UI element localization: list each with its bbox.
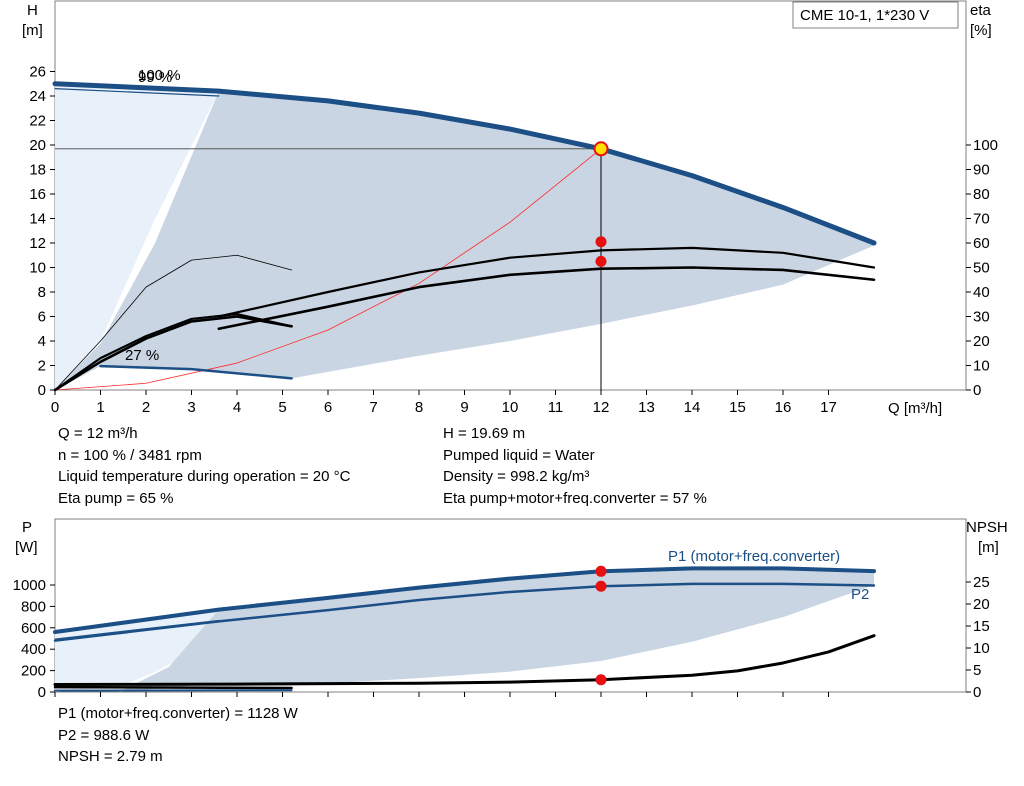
npsh-op-marker	[596, 674, 607, 685]
y-right-tick-label: 80	[973, 186, 990, 203]
x-tick-label: 7	[369, 399, 377, 416]
power-y-right-axis-unit: [m]	[978, 539, 999, 556]
p2-op-marker	[596, 581, 607, 592]
power-y-right-tick-label: 10	[973, 640, 990, 657]
op-flow-text: Q = 12 m³/h	[58, 423, 350, 445]
power-y-right-tick-label: 25	[973, 574, 990, 591]
y-right-tick-label: 20	[973, 333, 990, 350]
p2-series-label: P2	[851, 586, 869, 603]
y-right-tick-label: 10	[973, 358, 990, 375]
x-tick-label: 0	[51, 399, 59, 416]
power-y-left-tick-label: 600	[21, 620, 46, 637]
power-y-right-tick-label: 0	[973, 684, 981, 701]
y-left-tick-label: 18	[29, 162, 46, 179]
x-tick-label: 15	[729, 399, 746, 416]
y-left-tick-label: 4	[38, 333, 46, 350]
x-tick-label: 9	[460, 399, 468, 416]
op-p2-text: P2 = 988.6 W	[58, 725, 298, 747]
power-y-right-tick-label: 5	[973, 662, 981, 679]
eta-op-marker	[596, 256, 607, 267]
x-tick-label: 3	[187, 399, 195, 416]
p1-op-marker	[596, 566, 607, 577]
y-right-tick-label: 30	[973, 309, 990, 326]
y-left-tick-label: 16	[29, 186, 46, 203]
power-y-left-tick-label: 0	[38, 684, 46, 701]
x-tick-label: 16	[775, 399, 792, 416]
power-y-right-axis-label: NPSH	[966, 519, 1008, 536]
power-y-left-tick-label: 800	[21, 598, 46, 615]
power-y-right-tick-label: 15	[973, 618, 990, 635]
op-p1-text: P1 (motor+freq.converter) = 1128 W	[58, 703, 298, 725]
eta-op-marker	[596, 236, 607, 247]
y-left-tick-label: 22	[29, 113, 46, 130]
y-left-tick-label: 6	[38, 309, 46, 326]
x-tick-label: 10	[502, 399, 519, 416]
op-liquid-text: Pumped liquid = Water	[443, 445, 707, 467]
x-tick-label: 12	[593, 399, 610, 416]
op-npsh-text: NPSH = 2.79 m	[58, 746, 298, 768]
curve-label-27: 27 %	[125, 347, 159, 364]
y-right-tick-label: 90	[973, 162, 990, 179]
x-tick-label: 5	[278, 399, 286, 416]
chart-title: CME 10-1, 1*230 V	[800, 7, 929, 24]
y-left-tick-label: 26	[29, 64, 46, 81]
y-right-tick-label: 0	[973, 382, 981, 399]
y-left-axis-label: H	[27, 2, 38, 19]
power-y-left-axis-unit: [W]	[15, 539, 38, 556]
y-right-tick-label: 40	[973, 284, 990, 301]
op-info-right: H = 19.69 m Pumped liquid = Water Densit…	[443, 423, 707, 509]
x-tick-label: 4	[233, 399, 241, 416]
power-info: P1 (motor+freq.converter) = 1128 W P2 = …	[58, 703, 298, 768]
op-info-left: Q = 12 m³/h n = 100 % / 3481 rpm Liquid …	[58, 423, 350, 509]
y-left-tick-label: 12	[29, 235, 46, 252]
y-left-tick-label: 10	[29, 260, 46, 277]
y-right-tick-label: 100	[973, 137, 998, 154]
op-temperature-text: Liquid temperature during operation = 20…	[58, 466, 350, 488]
y-left-tick-label: 2	[38, 358, 46, 375]
y-right-tick-label: 60	[973, 235, 990, 252]
x-tick-label: 13	[638, 399, 655, 416]
power-y-right-tick-label: 20	[973, 596, 990, 613]
op-eta-total-text: Eta pump+motor+freq.converter = 57 %	[443, 488, 707, 510]
y-left-tick-label: 24	[29, 88, 46, 105]
op-eta-pump-text: Eta pump = 65 %	[58, 488, 350, 510]
power-y-left-axis-label: P	[22, 519, 32, 536]
power-y-left-tick-label: 200	[21, 663, 46, 680]
x-tick-label: 8	[415, 399, 423, 416]
power-y-left-tick-label: 400	[21, 641, 46, 658]
y-right-tick-label: 70	[973, 211, 990, 228]
y-right-axis-label: eta	[970, 2, 992, 19]
x-tick-label: 14	[684, 399, 701, 416]
x-tick-label: 17	[820, 399, 837, 416]
y-left-tick-label: 14	[29, 211, 46, 228]
power-y-left-tick-label: 1000	[13, 577, 46, 594]
y-left-tick-label: 0	[38, 382, 46, 399]
op-density-text: Density = 998.2 kg/m³	[443, 466, 707, 488]
y-right-axis-unit: [%]	[970, 22, 992, 39]
p1-series-label: P1 (motor+freq.converter)	[668, 548, 840, 565]
y-right-tick-label: 50	[973, 260, 990, 277]
x-tick-label: 11	[548, 399, 564, 416]
x-axis-label: Q [m³/h]	[888, 400, 942, 417]
y-left-tick-label: 20	[29, 137, 46, 154]
operating-point-marker	[595, 142, 608, 155]
npsh-low-curve	[55, 687, 292, 688]
x-tick-label: 2	[142, 399, 150, 416]
op-speed-text: n = 100 % / 3481 rpm	[58, 445, 350, 467]
op-head-text: H = 19.69 m	[443, 423, 707, 445]
x-tick-label: 6	[324, 399, 332, 416]
curve-label-99: 99 %	[138, 69, 172, 86]
y-left-tick-label: 8	[38, 284, 46, 301]
y-left-axis-unit: [m]	[22, 22, 43, 39]
x-tick-label: 1	[96, 399, 104, 416]
